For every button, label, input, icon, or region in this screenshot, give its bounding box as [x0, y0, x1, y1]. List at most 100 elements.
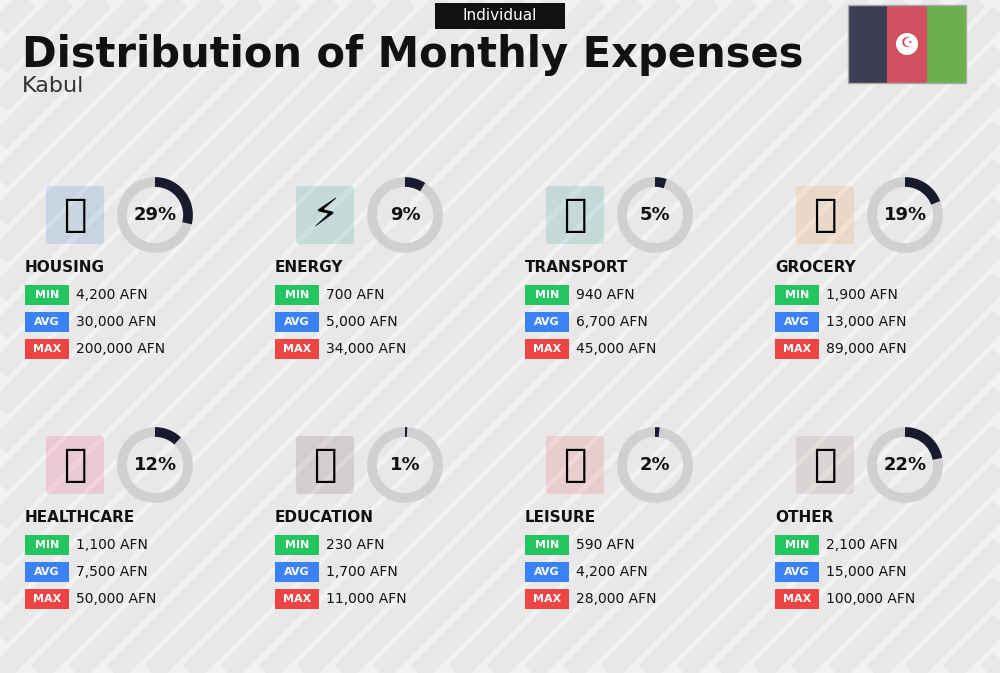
Text: MAX: MAX: [533, 594, 561, 604]
Text: 1%: 1%: [390, 456, 420, 474]
FancyBboxPatch shape: [25, 562, 69, 582]
Text: ☪: ☪: [901, 36, 913, 50]
FancyBboxPatch shape: [775, 285, 819, 305]
Text: MIN: MIN: [35, 290, 59, 300]
FancyBboxPatch shape: [796, 436, 854, 494]
FancyBboxPatch shape: [46, 186, 104, 244]
FancyBboxPatch shape: [25, 285, 69, 305]
Text: 22%: 22%: [883, 456, 927, 474]
Text: 940 AFN: 940 AFN: [576, 288, 635, 302]
FancyBboxPatch shape: [46, 436, 104, 494]
Text: Kabul: Kabul: [22, 76, 84, 96]
FancyBboxPatch shape: [435, 3, 565, 29]
Text: 🛍: 🛍: [563, 446, 587, 484]
FancyBboxPatch shape: [525, 535, 569, 555]
Text: 28,000 AFN: 28,000 AFN: [576, 592, 656, 606]
Text: 100,000 AFN: 100,000 AFN: [826, 592, 915, 606]
Text: 29%: 29%: [133, 206, 177, 224]
Text: MAX: MAX: [33, 594, 61, 604]
FancyBboxPatch shape: [275, 535, 319, 555]
Text: 700 AFN: 700 AFN: [326, 288, 384, 302]
Text: AVG: AVG: [284, 317, 310, 327]
FancyBboxPatch shape: [525, 285, 569, 305]
FancyBboxPatch shape: [775, 589, 819, 609]
Text: Individual: Individual: [463, 9, 537, 24]
Text: MAX: MAX: [283, 344, 311, 354]
FancyBboxPatch shape: [775, 535, 819, 555]
Text: 1,900 AFN: 1,900 AFN: [826, 288, 898, 302]
FancyBboxPatch shape: [546, 186, 604, 244]
FancyBboxPatch shape: [296, 436, 354, 494]
Text: 5%: 5%: [640, 206, 670, 224]
Text: ENERGY: ENERGY: [275, 260, 344, 275]
FancyBboxPatch shape: [25, 339, 69, 359]
FancyBboxPatch shape: [775, 339, 819, 359]
Text: 4,200 AFN: 4,200 AFN: [576, 565, 648, 579]
FancyBboxPatch shape: [25, 312, 69, 332]
Text: AVG: AVG: [34, 567, 60, 577]
FancyBboxPatch shape: [525, 339, 569, 359]
Text: 11,000 AFN: 11,000 AFN: [326, 592, 407, 606]
FancyBboxPatch shape: [775, 562, 819, 582]
Text: MIN: MIN: [535, 290, 559, 300]
Text: AVG: AVG: [534, 317, 560, 327]
Text: Distribution of Monthly Expenses: Distribution of Monthly Expenses: [22, 34, 804, 76]
FancyBboxPatch shape: [296, 186, 354, 244]
Text: 🛒: 🛒: [813, 196, 837, 234]
FancyBboxPatch shape: [525, 562, 569, 582]
Text: MAX: MAX: [533, 344, 561, 354]
Text: MAX: MAX: [33, 344, 61, 354]
Text: MIN: MIN: [285, 290, 309, 300]
Text: GROCERY: GROCERY: [775, 260, 856, 275]
Text: OTHER: OTHER: [775, 511, 833, 526]
Text: MAX: MAX: [783, 594, 811, 604]
Text: AVG: AVG: [34, 317, 60, 327]
Text: MIN: MIN: [785, 540, 809, 550]
Text: 590 AFN: 590 AFN: [576, 538, 635, 552]
Text: 15,000 AFN: 15,000 AFN: [826, 565, 906, 579]
Text: ⚡: ⚡: [311, 196, 339, 234]
Text: AVG: AVG: [534, 567, 560, 577]
Text: 2,100 AFN: 2,100 AFN: [826, 538, 898, 552]
Text: 5,000 AFN: 5,000 AFN: [326, 315, 398, 329]
FancyBboxPatch shape: [275, 562, 319, 582]
Text: 34,000 AFN: 34,000 AFN: [326, 342, 406, 356]
Text: 50,000 AFN: 50,000 AFN: [76, 592, 156, 606]
Text: 🚌: 🚌: [563, 196, 587, 234]
Text: 200,000 AFN: 200,000 AFN: [76, 342, 165, 356]
Text: 1,700 AFN: 1,700 AFN: [326, 565, 398, 579]
FancyBboxPatch shape: [25, 589, 69, 609]
Text: 19%: 19%: [883, 206, 927, 224]
FancyBboxPatch shape: [775, 312, 819, 332]
Text: 🏢: 🏢: [63, 196, 87, 234]
Text: 7,500 AFN: 7,500 AFN: [76, 565, 148, 579]
Text: 6,700 AFN: 6,700 AFN: [576, 315, 648, 329]
FancyBboxPatch shape: [887, 5, 927, 83]
Text: 9%: 9%: [390, 206, 420, 224]
Text: MIN: MIN: [535, 540, 559, 550]
Text: 13,000 AFN: 13,000 AFN: [826, 315, 906, 329]
Text: AVG: AVG: [784, 317, 810, 327]
FancyBboxPatch shape: [25, 535, 69, 555]
FancyBboxPatch shape: [525, 589, 569, 609]
Text: MIN: MIN: [35, 540, 59, 550]
Circle shape: [896, 33, 918, 55]
Text: 🏥: 🏥: [63, 446, 87, 484]
FancyBboxPatch shape: [275, 312, 319, 332]
Text: 1,100 AFN: 1,100 AFN: [76, 538, 148, 552]
Text: HOUSING: HOUSING: [25, 260, 105, 275]
Text: HEALTHCARE: HEALTHCARE: [25, 511, 135, 526]
FancyBboxPatch shape: [275, 285, 319, 305]
FancyBboxPatch shape: [546, 436, 604, 494]
Text: 30,000 AFN: 30,000 AFN: [76, 315, 156, 329]
FancyBboxPatch shape: [275, 339, 319, 359]
Text: MIN: MIN: [285, 540, 309, 550]
Text: 89,000 AFN: 89,000 AFN: [826, 342, 907, 356]
Text: AVG: AVG: [284, 567, 310, 577]
Text: 🎓: 🎓: [313, 446, 337, 484]
Text: 2%: 2%: [640, 456, 670, 474]
FancyBboxPatch shape: [275, 589, 319, 609]
FancyBboxPatch shape: [525, 312, 569, 332]
Text: EDUCATION: EDUCATION: [275, 511, 374, 526]
FancyBboxPatch shape: [796, 186, 854, 244]
